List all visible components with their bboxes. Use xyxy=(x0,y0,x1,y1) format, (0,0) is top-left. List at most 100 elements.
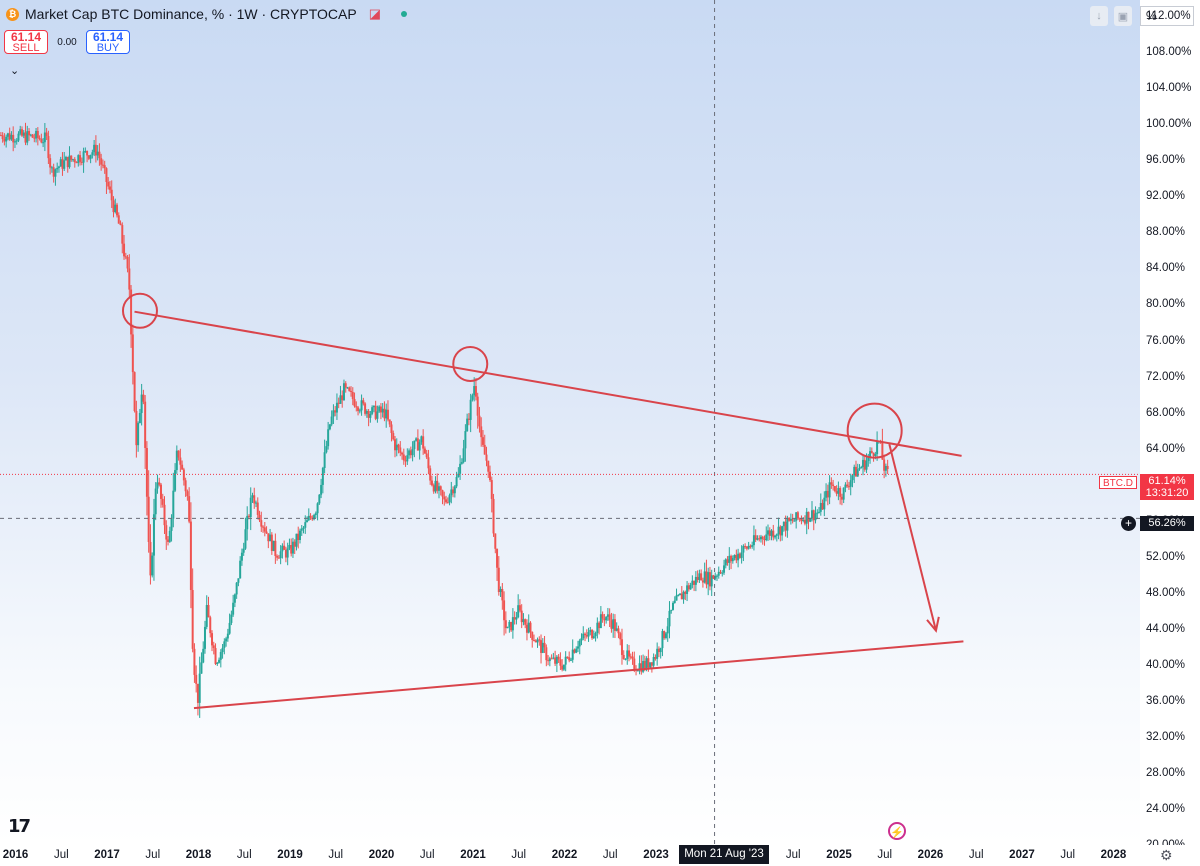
candle-body xyxy=(228,622,231,634)
time-axis[interactable] xyxy=(0,845,1200,866)
candle-body xyxy=(179,457,182,465)
candle-body xyxy=(608,614,611,621)
candle-body xyxy=(517,605,520,618)
flag-icon[interactable]: ◪ xyxy=(368,6,381,21)
candle-body xyxy=(365,411,368,414)
candle-body xyxy=(416,438,419,451)
bitcoin-icon: ₿ xyxy=(6,7,19,21)
candle-body xyxy=(460,462,463,464)
candle-body xyxy=(446,502,449,504)
candle-body xyxy=(167,539,170,542)
candle-body xyxy=(554,657,557,664)
candle-body xyxy=(79,155,82,162)
candle-body xyxy=(22,132,25,136)
candle-body xyxy=(279,551,282,559)
candle-body xyxy=(557,656,560,660)
lightning-icon[interactable]: ⚡ xyxy=(888,822,906,840)
candle-body xyxy=(436,480,439,491)
lower-trendline[interactable] xyxy=(193,640,964,710)
candle-body xyxy=(638,663,641,671)
candle-body xyxy=(640,663,643,672)
candle-body xyxy=(770,530,773,536)
upper-trendline[interactable] xyxy=(134,310,962,457)
tradingview-logo[interactable]: 17 xyxy=(8,816,31,837)
forecast-arrow-head[interactable] xyxy=(926,616,940,633)
candle-body xyxy=(45,132,48,137)
candle-body xyxy=(318,494,321,504)
y-tick-label: 92.00% xyxy=(1146,190,1186,203)
gear-icon[interactable]: ⚙ xyxy=(1160,847,1173,863)
candle-body xyxy=(86,151,89,156)
buy-value: 61.14 xyxy=(92,30,124,44)
candle-body xyxy=(188,496,191,522)
y-tick-label: 36.00% xyxy=(1146,694,1186,707)
highlight-circle[interactable] xyxy=(121,292,158,329)
highlight-circle[interactable] xyxy=(846,402,903,459)
candle-body xyxy=(615,628,618,631)
chart-header: ₿ Market Cap BTC Dominance, % · 1W · CRY… xyxy=(6,6,407,22)
candle-body xyxy=(687,585,690,590)
candle-body xyxy=(777,526,780,535)
candle-body xyxy=(601,614,604,619)
forecast-arrow[interactable] xyxy=(888,443,937,631)
candle-body xyxy=(631,656,634,659)
candle-body xyxy=(123,243,126,257)
candle-body xyxy=(28,131,31,136)
y-tick-label: 108.00% xyxy=(1146,46,1192,59)
candle-body xyxy=(175,450,178,471)
candle-body xyxy=(854,466,857,477)
download-icon[interactable]: ↓ xyxy=(1090,6,1108,26)
candle-body xyxy=(170,518,173,531)
candle-body xyxy=(564,656,567,665)
candle-body xyxy=(846,484,849,487)
candle-body xyxy=(140,394,143,414)
candle-body xyxy=(698,573,701,580)
candle-body xyxy=(568,657,571,661)
candle-body xyxy=(496,548,499,568)
candle-body xyxy=(19,129,22,134)
add-alert-icon[interactable]: + xyxy=(1121,516,1136,531)
candle-body xyxy=(536,639,539,643)
y-tick-label: 68.00% xyxy=(1146,406,1186,419)
candle-body xyxy=(576,646,579,649)
chart-plot-area[interactable] xyxy=(0,0,1140,845)
candle-body xyxy=(395,444,398,451)
candle-body xyxy=(619,633,622,640)
crosshair-date-label: Mon 21 Aug '23 xyxy=(679,845,769,864)
candle-body xyxy=(207,605,210,618)
candle-body xyxy=(404,460,407,462)
highlight-circle[interactable] xyxy=(452,345,489,382)
price-chart[interactable] xyxy=(0,0,1140,845)
candle-body xyxy=(865,460,868,470)
candle-body xyxy=(745,546,748,549)
candle-body xyxy=(272,540,275,551)
candle-body xyxy=(126,256,129,269)
candle-body xyxy=(661,631,664,649)
price-axis[interactable] xyxy=(1140,0,1200,845)
candle-body xyxy=(193,648,196,675)
candle-body xyxy=(469,399,472,420)
auto-scale-icon[interactable]: ▣ xyxy=(1114,6,1132,26)
candle-body xyxy=(870,451,873,453)
candle-body xyxy=(369,413,372,418)
candle-body xyxy=(101,164,104,166)
candle-body xyxy=(290,545,293,554)
sell-button[interactable]: 61.14 SELL xyxy=(4,30,48,54)
candle-body xyxy=(52,167,55,177)
candle-body xyxy=(200,662,203,674)
candle-body xyxy=(429,468,432,481)
scale-mode-input[interactable]: % xyxy=(1140,6,1194,26)
candle-body xyxy=(513,617,516,620)
candle-body xyxy=(182,469,185,481)
collapse-legend-icon[interactable]: ⌄ xyxy=(10,65,20,77)
candle-body xyxy=(147,496,150,542)
candle-body xyxy=(545,647,548,661)
candle-body xyxy=(138,413,141,424)
candle-body xyxy=(781,526,784,536)
buy-button[interactable]: 61.14 BUY xyxy=(86,30,130,54)
candle-body xyxy=(191,589,194,649)
candle-body xyxy=(325,446,328,453)
spread-value: 0.00 xyxy=(57,36,77,48)
candle-body xyxy=(216,662,219,664)
candle-body xyxy=(761,536,764,539)
